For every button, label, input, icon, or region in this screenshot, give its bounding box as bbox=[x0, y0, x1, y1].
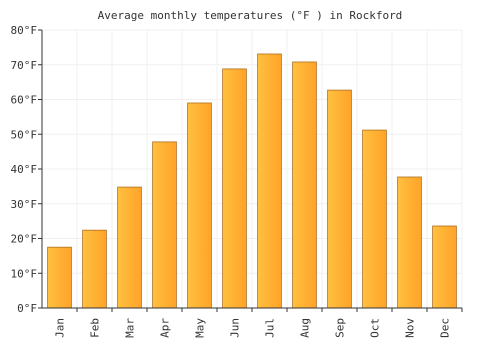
y-tick-label: 10°F bbox=[11, 267, 38, 280]
bar bbox=[257, 53, 282, 309]
bar bbox=[292, 61, 317, 309]
x-tick-label: Oct bbox=[369, 318, 382, 338]
y-tick-label: 0°F bbox=[17, 302, 37, 315]
bar bbox=[187, 102, 212, 309]
chart-title: Average monthly temperatures (°F ) in Ro… bbox=[98, 9, 403, 22]
bar bbox=[82, 229, 107, 309]
x-tick-label: May bbox=[194, 318, 207, 338]
x-tick-label: Mar bbox=[124, 318, 137, 338]
bar bbox=[222, 68, 247, 309]
x-tick-label: Dec bbox=[439, 318, 452, 338]
bar bbox=[117, 186, 142, 309]
x-tick-label: Jul bbox=[264, 318, 277, 338]
y-tick-label: 70°F bbox=[11, 59, 38, 72]
x-tick-label: Apr bbox=[159, 318, 172, 338]
x-tick-label: Sep bbox=[334, 318, 347, 338]
y-tick-label: 20°F bbox=[11, 233, 38, 246]
bar bbox=[432, 225, 457, 309]
bar bbox=[397, 176, 422, 309]
x-tick-label: Nov bbox=[404, 318, 417, 338]
y-tick-label: 40°F bbox=[11, 163, 38, 176]
bar bbox=[362, 129, 387, 309]
y-tick-label: 80°F bbox=[11, 24, 38, 37]
x-tick-label: Feb bbox=[89, 318, 102, 338]
x-tick-label: Aug bbox=[299, 318, 312, 338]
bar bbox=[47, 246, 72, 309]
bar bbox=[152, 141, 177, 309]
x-tick-label: Jan bbox=[54, 318, 67, 338]
bar bbox=[327, 89, 352, 309]
y-tick-label: 50°F bbox=[11, 128, 38, 141]
x-tick-label: Jun bbox=[229, 318, 242, 338]
y-tick-label: 60°F bbox=[11, 94, 38, 107]
y-tick-label: 30°F bbox=[11, 198, 38, 211]
